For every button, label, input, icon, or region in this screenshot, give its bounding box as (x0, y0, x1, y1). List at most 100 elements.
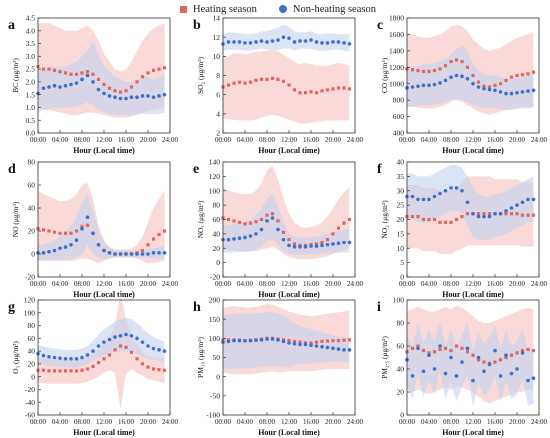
panel-g-point-nonheating (162, 349, 167, 353)
panel-a-point-nonheating (47, 85, 51, 89)
panel-e-letter: e (193, 162, 199, 177)
panel-g-point-nonheating (146, 344, 150, 348)
panel-f-xtick-label: 00:00 (399, 280, 415, 288)
panel-f-letter: f (377, 162, 382, 177)
panel-g-point-heating (47, 369, 51, 373)
panel-g-point-heating (85, 367, 90, 371)
panel-d-point-nonheating (74, 238, 79, 242)
panel-b-point-nonheating (259, 39, 264, 43)
panel-i-point-heating (454, 344, 459, 348)
panel-b-band-nonheating (223, 24, 350, 52)
panel-e-point-heating (265, 213, 269, 217)
panel-d-point-nonheating (107, 251, 112, 255)
panel-e-point-heating (254, 220, 258, 224)
panel-g-ylabel: O₃ (μg/m³) (11, 341, 20, 374)
panel-c-xtick-label: 12:00 (465, 136, 481, 144)
panel-f-point-nonheating (471, 211, 475, 216)
panel-f-point-nonheating (421, 197, 426, 202)
panel-e-ytick-label: 40 (213, 229, 221, 238)
panel-e-ytick-label: 0 (216, 258, 220, 267)
panel-i-point-heating (449, 349, 453, 353)
panel-a-point-nonheating (157, 94, 161, 98)
panel-b-point-heating (243, 81, 247, 85)
panel-a-point-nonheating (52, 83, 57, 88)
panel-d-point-nonheating (41, 251, 46, 255)
panel-e-point-heating (226, 217, 231, 222)
panel-d-point-heating (151, 237, 156, 241)
panel-b-point-heating (259, 77, 264, 81)
panel-i-point-nonheating (509, 371, 514, 376)
panel-a: a 0.0 0.5 1.0 1.5 2.0 2.5 3.0 3.5 4.0 4.5 00:00 04:0… (8, 14, 178, 155)
panel-e-xtick-label: 20:00 (325, 280, 341, 288)
panel-i-point-heating (498, 358, 503, 362)
panel-i-point-heating (509, 353, 514, 357)
panel-b-point-heating (303, 91, 308, 95)
panel-b-xtick-label: 24:00 (347, 136, 363, 144)
panel-c-point-nonheating (520, 90, 525, 94)
panel-i-point-heating (432, 350, 437, 354)
panel-d-point-nonheating (113, 252, 117, 256)
panel-b-point-heating (226, 83, 231, 87)
panel-i-xtick-label: 04:00 (421, 418, 437, 426)
panel-h-xtick-label: 16:00 (303, 418, 319, 426)
panel-c-point-nonheating (509, 91, 514, 96)
panel-d-point-heating (69, 231, 73, 235)
panel-a-point-heating (91, 72, 95, 76)
panel-c-point-heating (509, 75, 514, 79)
panel-g-point-heating (118, 344, 123, 348)
panel-d-point-heating (157, 232, 161, 237)
panel-b-point-nonheating (243, 41, 247, 45)
panel-b: b 2 4 6 8 10 12 14 00:00 04:00 08:00 12:00 16:00 20:0… (193, 14, 363, 155)
panel-a-ytick-label: 0.5 (26, 116, 36, 125)
panel-h-point-nonheating (259, 338, 264, 342)
panel-d-point-nonheating (140, 252, 145, 256)
panel-a-point-nonheating (124, 96, 128, 101)
panel-i-point-heating (493, 360, 497, 364)
panel-i-point-heating (421, 349, 426, 353)
panel-f-xtick-label: 12:00 (465, 280, 481, 288)
panel-g-point-nonheating (140, 340, 145, 344)
panel-a-point-heating (74, 72, 79, 76)
panel-b-point-heating (287, 83, 291, 87)
panel-a-ytick-label: 4.0 (26, 26, 36, 35)
panel-e-point-nonheating (226, 237, 231, 242)
panel-g-point-nonheating (63, 356, 68, 361)
panel-g-band-nonheating (38, 317, 165, 368)
panel-g-point-nonheating (52, 355, 57, 360)
panel-f-point-heating (526, 213, 530, 217)
panel-a-point-nonheating (135, 95, 139, 100)
panel-h-point-heating (342, 338, 346, 342)
panel-g-point-heating (140, 362, 145, 366)
panel-f-ytick-label: 35 (397, 172, 405, 181)
panel-h-point-nonheating (248, 338, 253, 343)
panel-c-ytick-label: 800 (393, 96, 405, 105)
panel-c-point-heating (460, 59, 464, 64)
panel-f-point-heating (504, 212, 508, 216)
panel-e-point-nonheating (309, 244, 313, 248)
panel-i-point-heating (438, 347, 442, 352)
panel-b-point-heating (270, 76, 275, 80)
panel-g-point-nonheating (69, 356, 73, 361)
panel-c-point-heating (526, 72, 530, 76)
panel-c-point-nonheating (416, 84, 420, 88)
panel-i-point-nonheating (460, 360, 464, 364)
panel-d-point-heating (140, 248, 145, 253)
panel-c-point-heating (487, 85, 492, 89)
panel-h-ytick-label: 0 (216, 372, 220, 381)
panel-h-xtick-label: 20:00 (325, 418, 341, 426)
panel-g-point-heating (96, 361, 101, 365)
legend-item-nonheating: Non-heating season (278, 4, 376, 15)
panel-e-point-heating (347, 217, 352, 222)
panel-c-point-nonheating (427, 83, 431, 88)
panel-i-point-nonheating (471, 378, 475, 383)
panel-h-point-nonheating (303, 342, 308, 347)
panel-c-point-nonheating (438, 81, 442, 85)
panel-b-ytick-label: 8 (216, 71, 220, 80)
panel-h-xtick-label: 00:00 (215, 418, 231, 426)
panel-d-xtick-label: 08:00 (74, 280, 90, 288)
panel-a-xtick-label: 00:00 (30, 136, 46, 144)
panel-i-point-heating (504, 355, 508, 360)
panel-e-point-nonheating (276, 227, 280, 232)
panel-g-letter: g (8, 300, 15, 315)
panel-a-point-nonheating (113, 95, 117, 100)
